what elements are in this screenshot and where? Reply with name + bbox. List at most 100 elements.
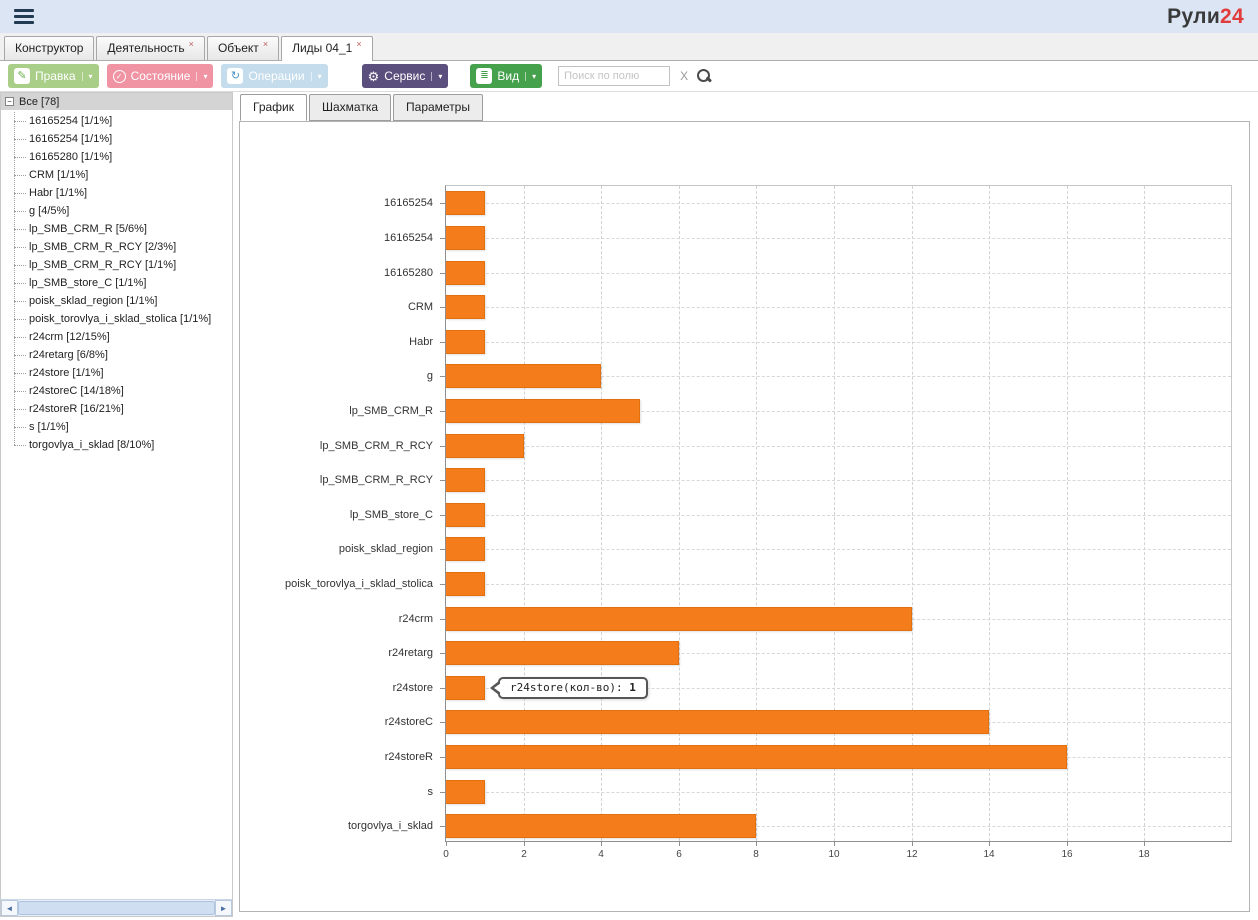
tab-Лиды 04_1[interactable]: Лиды 04_1 × <box>281 36 373 61</box>
y-axis-label: r24crm <box>398 613 433 625</box>
bar-16165254[interactable] <box>446 191 485 215</box>
magnifier-icon[interactable] <box>696 68 712 84</box>
search-clear-button[interactable]: X <box>680 69 689 83</box>
tooltip-value: 1 <box>629 681 636 694</box>
operations-button[interactable]: ↻ Операции ▾ <box>221 64 328 88</box>
gear-icon: ⚙ <box>367 68 380 84</box>
x-axis-tick-label: 2 <box>521 849 527 860</box>
bar-CRM[interactable] <box>446 295 485 319</box>
bar-16165254[interactable] <box>446 226 485 250</box>
tree-item[interactable]: r24crm [12/15%] <box>1 328 232 346</box>
tree-item[interactable]: g [4/5%] <box>1 202 232 220</box>
content-tab-Шахматка[interactable]: Шахматка <box>309 94 392 121</box>
view-button[interactable]: ≣ Вид ▾ <box>470 64 543 88</box>
top-bar: Рули24 <box>0 0 1258 33</box>
y-axis-label: lp_SMB_CRM_R_RCY <box>319 474 433 486</box>
horizontal-gridline <box>446 653 1231 654</box>
tab-label: Конструктор <box>15 41 84 55</box>
bar-r24retarg[interactable] <box>446 641 679 665</box>
horizontal-gridline <box>446 584 1231 585</box>
tab-Конструктор[interactable]: Конструктор <box>4 36 95 60</box>
tree-item[interactable]: lp_SMB_CRM_R_RCY [1/1%] <box>1 256 232 274</box>
y-axis-label: r24storeC <box>384 716 433 728</box>
tree-item[interactable]: poisk_torovlya_i_sklad_stolica [1/1%] <box>1 310 232 328</box>
tree-item[interactable]: 16165254 [1/1%] <box>1 112 232 130</box>
tree-item[interactable]: r24storeC [14/18%] <box>1 382 232 400</box>
bar-torgovlya_i_sklad[interactable] <box>446 814 756 838</box>
tab-Деятельность[interactable]: Деятельность × <box>96 36 205 60</box>
y-axis-tick <box>440 584 446 585</box>
arrow-left-icon[interactable]: ◄ <box>1 900 18 916</box>
tree-root-node[interactable]: − Все [78] <box>1 93 232 110</box>
y-axis-label: poisk_sklad_region <box>338 543 433 555</box>
tab-label: Деятельность <box>107 41 185 55</box>
bar-r24storeR[interactable] <box>446 745 1067 769</box>
status-button[interactable]: ✓ Состояние ▾ <box>106 64 214 88</box>
tree-item[interactable]: torgovlya_i_sklad [8/10%] <box>1 436 232 454</box>
bar-Habr[interactable] <box>446 330 485 354</box>
bar-poisk_torovlya_i_sklad_stolica[interactable] <box>446 572 485 596</box>
hamburger-menu-icon[interactable] <box>14 9 34 24</box>
tree-item[interactable]: CRM [1/1%] <box>1 166 232 184</box>
x-axis-tick-label: 6 <box>676 849 682 860</box>
vertical-gridline <box>834 186 835 841</box>
service-button-label: Сервис <box>384 69 426 83</box>
tab-Объект[interactable]: Объект × <box>206 36 280 60</box>
edit-button[interactable]: ✎ Правка ▾ <box>8 64 99 88</box>
vertical-gridline <box>989 186 990 841</box>
tree-item[interactable]: lp_SMB_store_C [1/1%] <box>1 274 232 292</box>
y-axis-tick <box>440 757 446 758</box>
tab-bar: Конструктор Деятельность × Объект × Лиды 04_1… <box>0 33 1258 61</box>
tree-item[interactable]: r24store [1/1%] <box>1 364 232 382</box>
vertical-gridline <box>601 186 602 841</box>
bar-r24storeC[interactable] <box>446 710 989 734</box>
collapse-minus-icon[interactable]: − <box>5 97 14 106</box>
tree-item[interactable]: lp_SMB_CRM_R_RCY [2/3%] <box>1 238 232 256</box>
tab-close-icon[interactable]: × <box>188 39 194 49</box>
tab-close-icon[interactable]: × <box>356 39 362 49</box>
tree-item[interactable]: s [1/1%] <box>1 418 232 436</box>
content-tab-Параметры[interactable]: Параметры <box>393 94 483 121</box>
bar-lp_SMB_store_C[interactable] <box>446 503 485 527</box>
tree-item[interactable]: 16165254 [1/1%] <box>1 130 232 148</box>
scrollbar-thumb[interactable] <box>18 901 215 915</box>
y-axis-label: torgovlya_i_sklad <box>348 820 433 832</box>
tree-root-label: Все [78] <box>19 95 60 108</box>
bar-lp_SMB_CRM_R[interactable] <box>446 399 640 423</box>
tree-item[interactable]: lp_SMB_CRM_R [5/6%] <box>1 220 232 238</box>
y-axis-tick <box>440 515 446 516</box>
horizontal-gridline <box>446 238 1231 239</box>
y-axis-tick <box>440 792 446 793</box>
horizontal-gridline <box>446 307 1231 308</box>
bar-poisk_sklad_region[interactable] <box>446 537 485 561</box>
content-tab-График[interactable]: График <box>240 94 307 121</box>
bar-g[interactable] <box>446 364 601 388</box>
tree-item[interactable]: 16165280 [1/1%] <box>1 148 232 166</box>
y-axis-label: g <box>426 370 433 382</box>
y-axis-tick <box>440 376 446 377</box>
chart-panel: r24store(кол-во): 1 0 2 4 6 8 10 12 14 16 18 16165… <box>239 121 1250 912</box>
y-axis-tick <box>440 480 446 481</box>
bar-s[interactable] <box>446 780 485 804</box>
logo-text-red: 24 <box>1220 4 1244 28</box>
y-axis-tick <box>440 342 446 343</box>
tab-close-icon[interactable]: × <box>262 39 269 49</box>
edit-button-label: Правка <box>35 69 76 83</box>
bar-16165280[interactable] <box>446 261 485 285</box>
arrow-right-icon[interactable]: ► <box>215 900 232 916</box>
horizontal-scrollbar: ◄ ► <box>1 899 232 916</box>
bar-lp_SMB_CRM_R_RCY[interactable] <box>446 434 524 458</box>
tree-item[interactable]: r24retarg [6/8%] <box>1 346 232 364</box>
x-axis-tick <box>1144 841 1145 846</box>
bar-lp_SMB_CRM_R_RCY[interactable] <box>446 468 485 492</box>
service-button[interactable]: ⚙ Сервис ▾ <box>361 64 449 88</box>
search-input[interactable] <box>558 66 671 86</box>
tree-item[interactable]: r24storeR [16/21%] <box>1 400 232 418</box>
tree-item[interactable]: poisk_sklad_region [1/1%] <box>1 292 232 310</box>
y-axis-tick <box>440 653 446 654</box>
bar-r24crm[interactable] <box>446 607 912 631</box>
bar-r24store[interactable] <box>446 676 485 700</box>
y-axis-tick <box>440 549 446 550</box>
x-axis-tick-label: 4 <box>598 849 604 860</box>
tree-item[interactable]: Habr [1/1%] <box>1 184 232 202</box>
